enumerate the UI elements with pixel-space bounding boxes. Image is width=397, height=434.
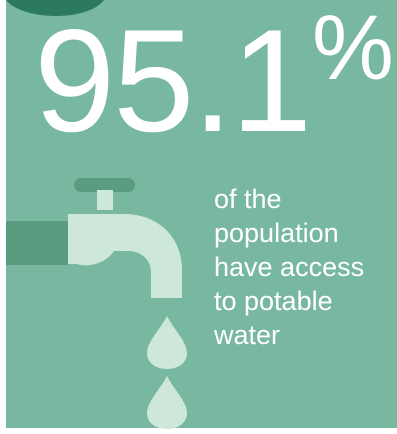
- caption-line: have access: [214, 252, 365, 282]
- statistic-value: 95.1: [34, 0, 312, 162]
- caption-line: water: [214, 320, 281, 350]
- statistic-unit: %: [312, 0, 394, 99]
- statistic-caption: of the population have access to potable…: [214, 182, 394, 352]
- caption-line: of the: [214, 184, 282, 214]
- tap-handle: [74, 178, 135, 192]
- caption-line: to potable: [214, 286, 333, 316]
- tap-stem: [97, 190, 113, 210]
- water-drop-icon: [147, 316, 187, 369]
- tap-body: [68, 214, 182, 298]
- caption-line: population: [214, 218, 339, 248]
- pipe-segment: [6, 221, 68, 265]
- water-drop-icon: [147, 376, 187, 429]
- circle-badge-icon: [6, 0, 104, 16]
